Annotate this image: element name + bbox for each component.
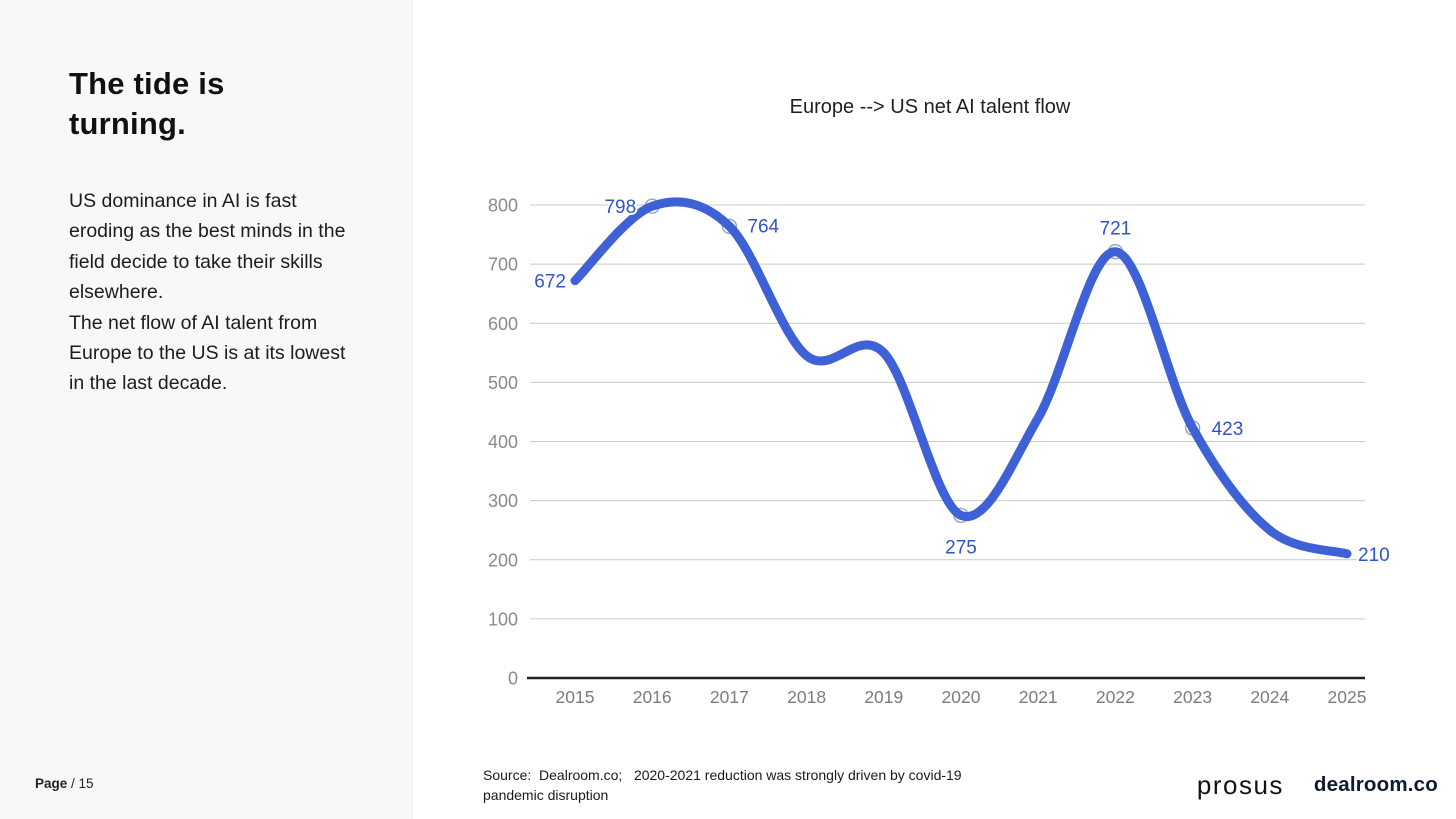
slide-body-text: US dominance in AI is fast eroding as th… [69, 190, 346, 395]
x-tick-label: 2017 [710, 687, 749, 707]
data-point-label: 672 [534, 272, 566, 293]
prosus-logo: prosus [1196, 769, 1284, 800]
y-tick-label: 700 [488, 255, 518, 275]
x-tick-label: 2018 [787, 687, 826, 707]
footer-logos: prosus dealroom.co [1197, 768, 1438, 802]
x-tick-label: 2019 [864, 687, 903, 707]
data-point-label: 764 [747, 216, 779, 237]
slide-title: The tide is turning. [69, 66, 225, 142]
x-tick-label: 2016 [633, 687, 672, 707]
y-tick-label: 500 [488, 373, 518, 393]
y-tick-label: 400 [488, 432, 518, 452]
data-point-label: 798 [604, 197, 636, 218]
source-note: Source: Dealroom.co; 2020-2021 reduction… [483, 767, 962, 803]
x-tick-label: 2025 [1328, 687, 1367, 707]
data-point-label: 423 [1212, 419, 1244, 440]
data-point-label: 721 [1100, 219, 1132, 240]
sidebar: The tide is turning. US dominance in AI … [0, 0, 413, 819]
page-number: Page / 15 [35, 776, 94, 791]
data-point-label: 275 [945, 537, 977, 558]
x-tick-label: 2022 [1096, 687, 1135, 707]
y-tick-label: 200 [488, 550, 518, 570]
x-tick-label: 2023 [1173, 687, 1212, 707]
y-tick-label: 800 [488, 196, 518, 216]
y-tick-label: 100 [488, 609, 518, 629]
talent-flow-series-line [570, 197, 1352, 559]
y-tick-label: 0 [508, 669, 518, 689]
x-tick-label: 2015 [556, 687, 595, 707]
data-point-label: 210 [1358, 545, 1390, 566]
y-tick-label: 300 [488, 491, 518, 511]
x-tick-label: 2021 [1019, 687, 1058, 707]
x-tick-label: 2024 [1250, 687, 1289, 707]
chart-title: Europe --> US net AI talent flow [789, 96, 1071, 118]
talent-flow-line-chart: 0 100 200 300 400 500 600 700 800 2015 2016 2017 201… [488, 195, 1392, 707]
x-tick-label: 2020 [942, 687, 981, 707]
page-number-prefix: Page [35, 776, 68, 791]
dealroom-logo: dealroom.co [1313, 773, 1438, 796]
page-number-value: / 15 [71, 776, 94, 791]
y-tick-label: 600 [488, 314, 518, 334]
